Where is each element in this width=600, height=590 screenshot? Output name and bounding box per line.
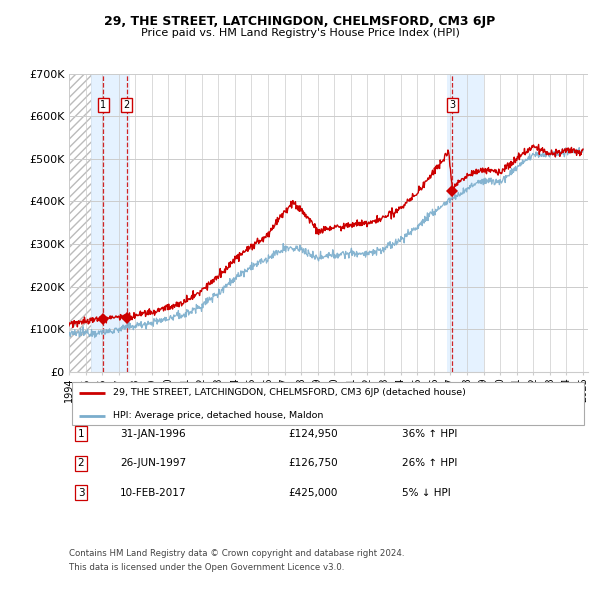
Text: 1: 1 (77, 429, 85, 438)
Text: 3: 3 (77, 488, 85, 497)
Text: £124,950: £124,950 (288, 429, 338, 438)
Bar (69, 74, 91, 372)
Text: 31-JAN-1996: 31-JAN-1996 (120, 429, 185, 438)
Bar (447, 74, 484, 372)
Text: Price paid vs. HM Land Registry's House Price Index (HPI): Price paid vs. HM Land Registry's House … (140, 28, 460, 38)
Text: 36% ↑ HPI: 36% ↑ HPI (402, 429, 457, 438)
Text: 3: 3 (449, 100, 455, 110)
Text: Contains HM Land Registry data © Crown copyright and database right 2024.: Contains HM Land Registry data © Crown c… (69, 549, 404, 558)
Text: 26% ↑ HPI: 26% ↑ HPI (402, 458, 457, 468)
Text: 1: 1 (100, 100, 107, 110)
Text: 26-JUN-1997: 26-JUN-1997 (120, 458, 186, 468)
Text: 10-FEB-2017: 10-FEB-2017 (120, 488, 187, 497)
Text: HPI: Average price, detached house, Maldon: HPI: Average price, detached house, Mald… (113, 411, 323, 420)
Text: 5% ↓ HPI: 5% ↓ HPI (402, 488, 451, 497)
Text: £126,750: £126,750 (288, 458, 338, 468)
Text: 29, THE STREET, LATCHINGDON, CHELMSFORD, CM3 6JP: 29, THE STREET, LATCHINGDON, CHELMSFORD,… (104, 15, 496, 28)
Text: 2: 2 (77, 458, 85, 468)
Bar (91, 74, 130, 372)
Text: 2: 2 (124, 100, 130, 110)
Text: This data is licensed under the Open Government Licence v3.0.: This data is licensed under the Open Gov… (69, 563, 344, 572)
Text: 29, THE STREET, LATCHINGDON, CHELMSFORD, CM3 6JP (detached house): 29, THE STREET, LATCHINGDON, CHELMSFORD,… (113, 388, 466, 398)
Text: £425,000: £425,000 (288, 488, 337, 497)
